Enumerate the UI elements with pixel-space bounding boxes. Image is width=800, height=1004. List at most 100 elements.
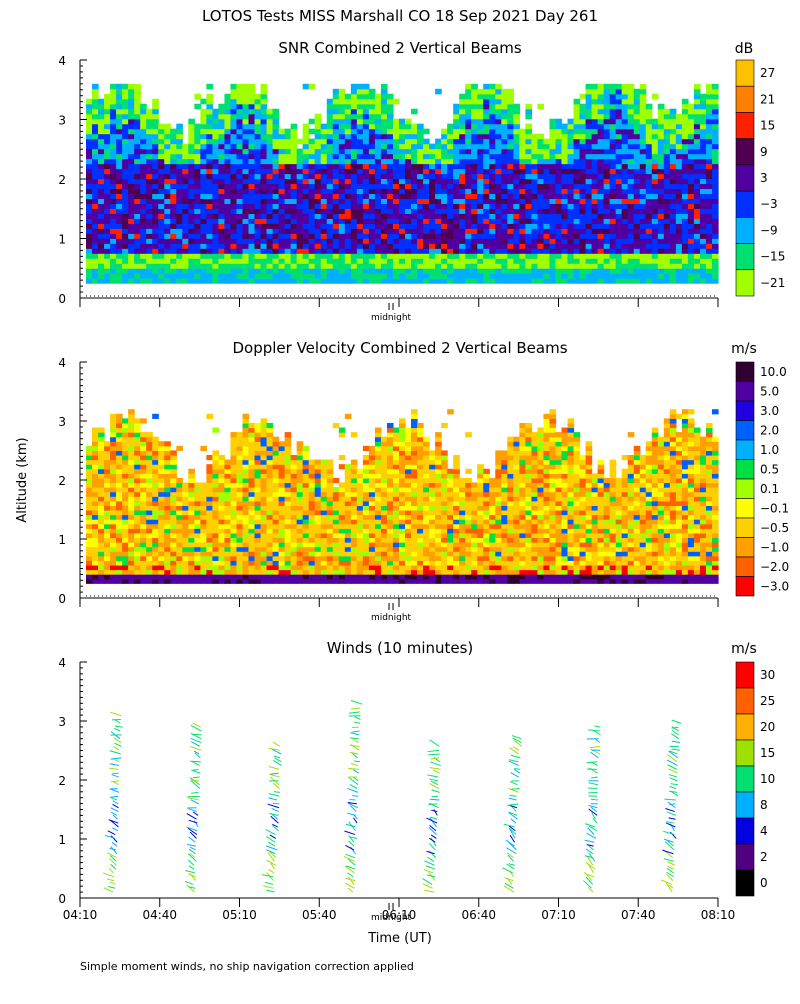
snr-cell [676,203,683,209]
snr-cell [315,258,322,264]
snr-cell [339,223,346,229]
snr-cell [447,203,454,209]
snr-cell [86,188,93,194]
snr-cell [327,169,334,175]
snr-cell [628,253,635,259]
doppler-cell [122,492,129,497]
snr-cell [688,159,695,165]
snr-cell [622,278,629,284]
snr-cell [531,149,538,155]
snr-cell [363,263,370,269]
snr-cell [682,173,689,179]
snr-cell [273,183,280,189]
snr-cell [712,188,719,194]
doppler-cell [140,565,147,570]
snr-cell [363,144,370,150]
doppler-cell [170,528,177,533]
snr-cell [230,154,237,160]
doppler-cell [182,551,189,556]
doppler-cell [128,565,135,570]
snr-cell [543,243,550,249]
snr-cell [273,273,280,279]
doppler-cell [285,560,292,565]
doppler-cell [164,478,171,483]
snr-cell [363,94,370,100]
doppler-cell [140,478,147,483]
snr-cell [483,253,490,259]
snr-cell [634,223,641,229]
snr-cell [592,218,599,224]
snr-cell [501,109,508,115]
snr-cell [261,218,268,224]
snr-cell [676,248,683,254]
snr-cell [700,129,707,135]
snr-cell [134,178,141,184]
doppler-cell [134,515,141,520]
snr-cell [236,104,243,110]
snr-cell [417,223,424,229]
snr-cell [580,154,587,160]
snr-cell [303,193,310,199]
snr-cell [116,218,123,224]
snr-cell [574,129,581,135]
snr-cell [98,183,105,189]
snr-cell [152,273,159,279]
doppler-cell [128,537,135,542]
snr-cell [242,218,249,224]
snr-cell [146,233,153,239]
doppler-cell [261,423,268,428]
snr-cell [405,263,412,269]
snr-cell [249,223,256,229]
snr-cell [694,238,701,244]
snr-cell [116,134,123,140]
snr-cell [568,178,575,184]
snr-cell [447,198,454,204]
doppler-cell [200,533,207,538]
doppler-cell [224,478,231,483]
doppler-cell [152,510,159,515]
snr-cell [616,154,623,160]
snr-cell [176,218,183,224]
snr-cell [188,183,195,189]
snr-cell [242,198,249,204]
snr-cell [435,263,442,269]
snr-cell [242,124,249,130]
doppler-cell [110,515,117,520]
snr-cell [134,94,141,100]
snr-cell [568,198,575,204]
snr-cell [152,193,159,199]
snr-cell [140,193,147,199]
doppler-cell [152,455,159,460]
snr-cell [435,89,442,95]
doppler-cell [128,482,135,487]
snr-cell [441,178,448,184]
doppler-cell [285,469,292,474]
doppler-cell [285,510,292,515]
snr-cell [658,104,665,110]
snr-cell [513,193,520,199]
snr-cell [628,99,635,105]
snr-cell [477,268,484,274]
snr-cell [586,129,593,135]
snr-cell [212,273,219,279]
doppler-cell [140,437,147,442]
snr-cell [303,169,310,175]
snr-cell [640,193,647,199]
snr-cell [471,263,478,269]
snr-cell [92,89,99,95]
snr-cell [86,198,93,204]
snr-cell [694,248,701,254]
snr-cell [640,208,647,214]
snr-cell [598,233,605,239]
snr-cell [688,178,695,184]
snr-cell [345,213,352,219]
snr-cell [279,169,286,175]
snr-cell [441,154,448,160]
snr-cell [465,228,472,234]
snr-cell [200,164,207,170]
snr-cell [543,173,550,179]
snr-cell [568,154,575,160]
snr-cell [279,173,286,179]
snr-cell [134,198,141,204]
doppler-cell [176,556,183,561]
